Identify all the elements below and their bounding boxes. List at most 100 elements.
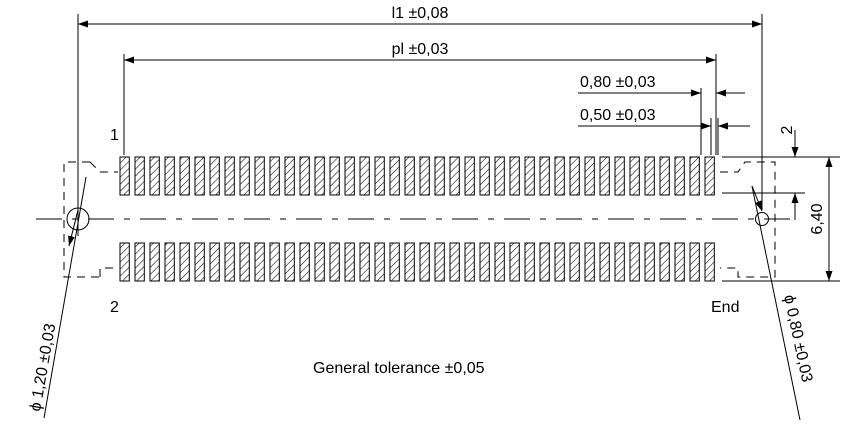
pad-bottom	[134, 242, 145, 282]
row-spacing-dimension: 6,40	[722, 156, 840, 282]
pad-bottom	[674, 242, 685, 282]
pad-bottom	[524, 242, 535, 282]
pad-top	[689, 156, 700, 196]
pad-top	[554, 156, 565, 196]
pad-top	[299, 156, 310, 196]
pad-bottom	[194, 242, 205, 282]
overall-length-dimension: l1 ±0,08	[77, 5, 763, 210]
pad-top	[479, 156, 490, 196]
hole-right-arrow	[751, 185, 763, 212]
pad-width-label: 0,50 ±0,03	[580, 107, 656, 124]
hole-right-leader	[751, 185, 801, 421]
pitch-dimension: 0,80 ±0,03	[578, 74, 745, 155]
pad-top	[314, 156, 325, 196]
pad-bottom	[299, 242, 310, 282]
pad-row-length-label: pl ±0,03	[392, 41, 449, 58]
pad-bottom	[314, 242, 325, 282]
hole-right-circle	[755, 212, 769, 226]
pad-bottom	[584, 242, 595, 282]
pad-bottom	[464, 242, 475, 282]
pad-bottom	[434, 242, 445, 282]
pad-top	[284, 156, 295, 196]
pad-bottom	[389, 242, 400, 282]
pad-bottom	[404, 242, 415, 282]
pad-top	[434, 156, 445, 196]
pad-top	[569, 156, 580, 196]
pad-bottom	[119, 242, 130, 282]
pin-1-label: 1	[110, 127, 119, 144]
overall-length-label: l1 ±0,08	[392, 5, 449, 22]
pad-top	[494, 156, 505, 196]
pad-top	[254, 156, 265, 196]
outline-left	[63, 161, 100, 278]
hole-left-label: ϕ 1,20 ±0,03	[27, 322, 59, 413]
pad-bottom	[704, 242, 715, 282]
mounting-hole-right: ϕ 0,80 ±0,03	[751, 185, 815, 421]
pad-top	[194, 156, 205, 196]
outline-left-notch	[99, 267, 118, 277]
pad-bottom	[269, 242, 280, 282]
pad-bottom	[164, 242, 175, 282]
pad-top	[524, 156, 535, 196]
pad-bottom	[179, 242, 190, 282]
pad-top	[704, 156, 715, 196]
pad-top	[404, 156, 415, 196]
pad-top	[149, 156, 160, 196]
pad-bottom	[479, 242, 490, 282]
pad-bottom	[614, 242, 625, 282]
pad-top	[584, 156, 595, 196]
pad-bottom	[419, 242, 430, 282]
pad-top	[599, 156, 610, 196]
pad-top	[344, 156, 355, 196]
pad-bottom	[659, 242, 670, 282]
pad-bottom	[239, 242, 250, 282]
pad-top	[419, 156, 430, 196]
pad-bottom	[599, 242, 610, 282]
pad-top	[224, 156, 235, 196]
pad-bottom	[359, 242, 370, 282]
pad-width-dimension: 0,50 ±0,03	[578, 107, 750, 155]
pitch-label: 0,80 ±0,03	[580, 74, 656, 91]
pad-bottom	[449, 242, 460, 282]
pad-bottom	[374, 242, 385, 282]
pad-top	[449, 156, 460, 196]
pad-row-top	[119, 156, 715, 196]
pad-length-dimension: 2	[722, 125, 805, 220]
pad-top	[119, 156, 130, 196]
pad-top	[269, 156, 280, 196]
mounting-hole-left: ϕ 1,20 ±0,03	[27, 176, 90, 419]
pad-bottom	[209, 242, 220, 282]
pad-top	[629, 156, 640, 196]
pad-bottom	[509, 242, 520, 282]
pad-bottom	[554, 242, 565, 282]
outline-left-top	[89, 161, 118, 173]
pad-bottom	[644, 242, 655, 282]
pad-top	[539, 156, 550, 196]
pad-top	[374, 156, 385, 196]
pad-row-length-dimension: pl ±0,03	[123, 41, 717, 155]
pad-top	[389, 156, 400, 196]
hole-right-label: ϕ 0,80 ±0,03	[780, 293, 815, 384]
pad-bottom	[539, 242, 550, 282]
pad-top	[464, 156, 475, 196]
pad-length-label: 2	[779, 125, 796, 134]
pin-2-label: 2	[110, 299, 119, 316]
outline-right	[720, 161, 776, 278]
pad-top	[359, 156, 370, 196]
general-tolerance-note: General tolerance ±0,05	[313, 360, 485, 377]
pad-top	[614, 156, 625, 196]
pad-bottom	[569, 242, 580, 282]
pad-top	[509, 156, 520, 196]
pad-bottom	[284, 242, 295, 282]
pad-top	[644, 156, 655, 196]
pad-bottom	[629, 242, 640, 282]
pad-top	[179, 156, 190, 196]
pad-top	[209, 156, 220, 196]
pad-row-bottom	[119, 242, 715, 282]
pin-end-label: End	[711, 299, 739, 316]
pad-bottom	[254, 242, 265, 282]
pad-bottom	[689, 242, 700, 282]
hole-left-arrow	[68, 209, 79, 247]
pad-bottom	[224, 242, 235, 282]
